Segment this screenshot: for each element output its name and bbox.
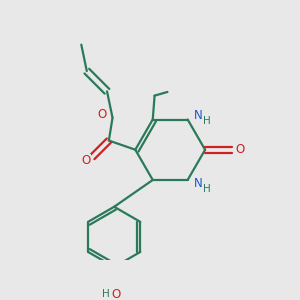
Text: O: O bbox=[81, 154, 90, 167]
Text: O: O bbox=[111, 288, 121, 300]
Text: O: O bbox=[235, 143, 244, 156]
Text: H: H bbox=[102, 289, 110, 299]
Text: O: O bbox=[98, 108, 107, 121]
Text: H: H bbox=[203, 116, 211, 126]
Text: H: H bbox=[203, 184, 211, 194]
Text: N: N bbox=[194, 177, 202, 190]
Text: N: N bbox=[194, 109, 202, 122]
